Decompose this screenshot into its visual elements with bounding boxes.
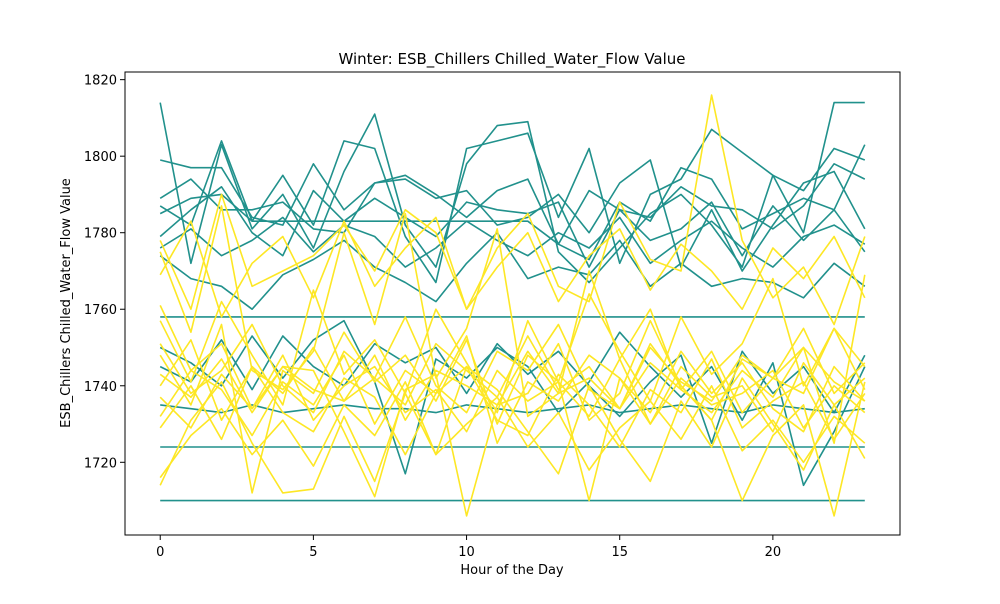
x-tick-label: 0 xyxy=(156,545,164,560)
series-line-yellow-20 xyxy=(159,381,866,479)
series-line-yellow-25 xyxy=(159,354,866,433)
series-line-yellow-23 xyxy=(159,216,866,318)
x-tick-label: 15 xyxy=(611,545,628,560)
y-tick-label: 1780 xyxy=(84,227,117,242)
x-tick-label: 20 xyxy=(765,545,782,560)
series-line-yellow-27 xyxy=(159,323,866,414)
y-tick-label: 1820 xyxy=(84,74,117,89)
series-line-yellow-18 xyxy=(159,316,866,422)
series-line-yellow-16 xyxy=(159,205,866,445)
series-line-yellow-24 xyxy=(159,358,866,456)
y-tick-label: 1740 xyxy=(84,380,117,395)
x-tick-label: 10 xyxy=(458,545,475,560)
series-line-teal-2 xyxy=(159,128,866,284)
x-tick-label: 5 xyxy=(309,545,317,560)
series-line-yellow-19 xyxy=(159,335,866,445)
plot-frame xyxy=(124,71,901,536)
series-line-teal-9 xyxy=(159,231,866,311)
y-tick-label: 1760 xyxy=(84,303,117,318)
axes-layer: 0 5 10 15 20 1720 1740 1760 1780 1800 1820 xyxy=(84,71,901,560)
chart-title: Winter: ESB_Chillers Chilled_Water_Flow … xyxy=(338,50,685,69)
y-axis-label: ESB_Chillers Chilled_Water_Flow Value xyxy=(59,178,74,428)
series-line-teal-1 xyxy=(160,144,866,261)
series-line-yellow-26 xyxy=(159,365,866,494)
series-line-teal-5 xyxy=(159,186,866,268)
series-line-yellow-14 xyxy=(159,94,866,326)
y-tick-label: 1720 xyxy=(84,456,117,471)
series-layer xyxy=(159,94,866,517)
y-tick-label: 1800 xyxy=(84,150,117,165)
x-axis-label: Hour of the Day xyxy=(460,563,564,578)
